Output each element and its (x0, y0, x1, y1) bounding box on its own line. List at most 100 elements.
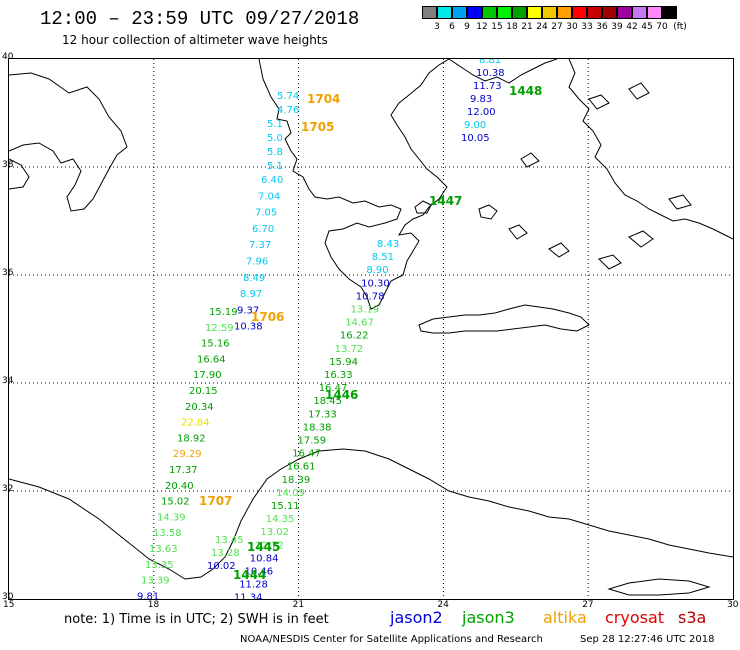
wave-height-value: 15.16 (201, 339, 230, 350)
wave-height-value: 14.67 (345, 318, 374, 329)
wave-height-value: 20.15 (189, 386, 218, 397)
wave-height-value: 22.84 (181, 418, 210, 429)
wave-height-value: 20.40 (165, 481, 194, 492)
wave-height-value: 13.28 (211, 548, 240, 559)
wave-height-value: 11.73 (473, 81, 502, 92)
wave-height-value: 8.49 (243, 273, 265, 284)
wave-height-value: 12.72 (255, 540, 284, 551)
wave-height-value: 8.81 (479, 59, 501, 66)
longitude-label: 21 (292, 600, 305, 610)
color-scale-label: 15 (491, 22, 503, 32)
wave-height-value: 7.96 (246, 257, 268, 268)
wave-height-value: 13.35 (145, 560, 174, 571)
color-scale-swatch (572, 6, 587, 19)
wave-height-value: 13.72 (335, 344, 364, 355)
wave-height-value: 10.30 (361, 278, 390, 289)
coast-island-5 (598, 254, 622, 270)
wave-height-value: 4.76 (277, 105, 299, 116)
wave-height-value: 20.34 (185, 402, 214, 413)
credit-line: NOAA/NESDIS Center for Satellite Applica… (240, 634, 543, 645)
coast-island-8 (628, 82, 650, 100)
lat-lon-grid (9, 59, 733, 599)
latitude-label: 40 (2, 52, 14, 62)
pass-time-label: 1447 (429, 194, 462, 208)
coast-island-9 (520, 152, 540, 168)
coast-island-4 (548, 242, 570, 258)
color-scale-swatch (467, 6, 482, 19)
wave-height-value: 10.78 (356, 291, 385, 302)
coast-greece-west (258, 59, 450, 310)
wave-height-value: 9.00 (464, 120, 486, 131)
wave-height-value: 16.61 (287, 462, 316, 473)
longitude-label: 18 (147, 600, 160, 610)
legend-altika: altika (543, 608, 587, 627)
color-scale-label: 24 (536, 22, 548, 32)
latitude-label: 30 (2, 592, 14, 602)
wave-height-value: 17.90 (193, 370, 222, 381)
wave-height-value: 10.05 (461, 133, 490, 144)
color-scale-swatch (587, 6, 602, 19)
color-scale-label: 42 (626, 22, 638, 32)
color-scale-swatch (647, 6, 662, 19)
wave-height-value: 15.11 (271, 501, 300, 512)
wave-height-value: 13.45 (215, 535, 244, 546)
wave-height-value: 16.64 (197, 354, 226, 365)
wave-height-value: 13.39 (141, 576, 170, 587)
wave-height-value: 14.35 (266, 514, 295, 525)
coast-sicily (9, 158, 30, 190)
wave-height-value: 12.59 (205, 323, 234, 334)
wave-height-value: 18.92 (177, 433, 206, 444)
wave-height-value: 8.43 (377, 239, 399, 250)
coast-island-10 (668, 194, 692, 210)
latitude-label: 38 (2, 160, 14, 170)
color-scale-label: 18 (506, 22, 518, 32)
wave-height-value: 10.38 (234, 322, 263, 333)
wave-height-value: 13.02 (260, 527, 289, 538)
color-scale-swatch (617, 6, 632, 19)
wave-height-value: 7.37 (249, 240, 271, 251)
coast-italy (9, 72, 128, 212)
wave-height-value: 13.58 (153, 528, 182, 539)
map-area: 5.74 4.76 1704 5.1 5.0 5.8 5.1 1705 6.40 7.04 7.05… (8, 58, 734, 600)
wave-height-value: 10.38 (476, 68, 505, 79)
color-scale-swatch (662, 6, 677, 19)
latitude-label: 34 (2, 376, 14, 386)
wave-height-value: 17.33 (308, 409, 337, 420)
wave-height-value: 9.83 (470, 94, 492, 105)
track-labels: 5.74 4.76 1704 5.1 5.0 5.8 5.1 1705 6.40 7.04 7.05… (137, 59, 542, 599)
color-scale-swatch (632, 6, 647, 19)
wave-height-value: 12.00 (467, 107, 496, 118)
wave-height-value: 9.37 (237, 305, 259, 316)
wave-height-value: 5.0 (267, 133, 283, 144)
coast-greece-north (448, 59, 558, 84)
wave-height-value: 18.38 (303, 422, 332, 433)
color-scale-unit: (ft) (673, 22, 687, 32)
coast-turkey (568, 59, 733, 240)
color-scale-label: 6 (449, 22, 455, 32)
pass-time-label: 1705 (301, 120, 334, 134)
color-scale-label: 30 (566, 22, 578, 32)
wave-height-value: 10.02 (207, 561, 236, 572)
wave-height-value: 14.39 (157, 512, 186, 523)
color-scale-swatch (422, 6, 437, 19)
longitude-label: 30 (727, 600, 739, 610)
footer-note: note: 1) Time is in UTC; 2) SWH is in fe… (64, 612, 329, 627)
coast-island-2 (478, 204, 498, 220)
legend-cryosat: cryosat (605, 608, 665, 627)
wave-height-value: 29.29 (173, 449, 202, 460)
color-scale-label: 45 (641, 22, 653, 32)
coast-crete (418, 304, 590, 334)
latitude-label: 36 (2, 268, 14, 278)
longitude-label: 27 (582, 600, 594, 610)
coast-island-3 (508, 224, 528, 240)
chart-title: 12:00 – 23:59 UTC 09/27/2018 (40, 8, 360, 30)
coast-island-7 (588, 94, 610, 110)
wave-height-value: 18.39 (282, 475, 311, 486)
color-scale-swatch (542, 6, 557, 19)
coast-africa (9, 448, 733, 580)
color-scale-label: 70 (656, 22, 668, 32)
wave-height-value: 17.37 (169, 465, 198, 476)
color-scale-label: 12 (476, 22, 488, 32)
pass-time-label: 1446 (325, 388, 358, 402)
wave-height-value: 9.81 (137, 591, 159, 599)
